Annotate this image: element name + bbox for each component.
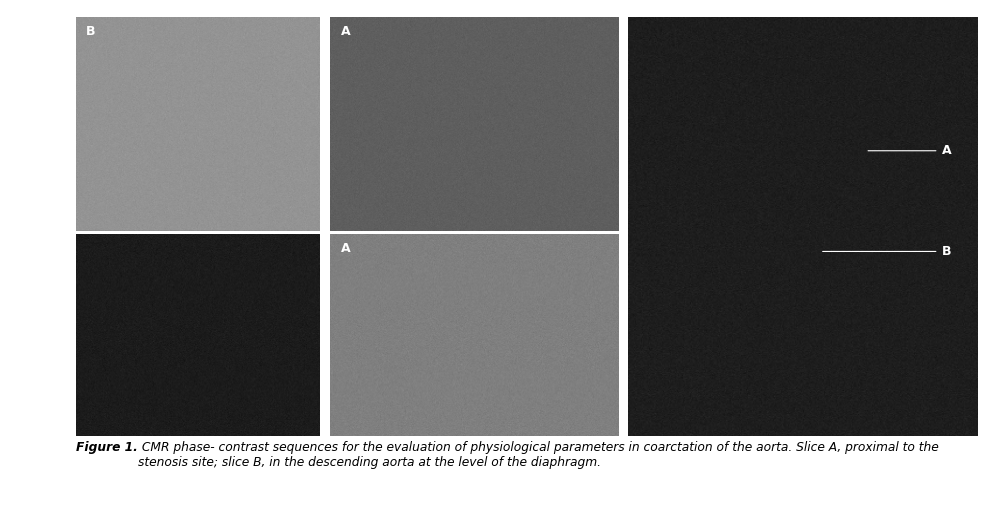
Text: B: B [86,25,95,38]
Text: CMR phase- contrast sequences for the evaluation of physiological parameters in : CMR phase- contrast sequences for the ev… [138,441,938,469]
Text: A: A [341,25,350,38]
Text: A: A [942,144,951,157]
Text: Figure 1.: Figure 1. [76,441,138,454]
Text: B: B [942,245,951,258]
Text: A: A [341,242,350,255]
